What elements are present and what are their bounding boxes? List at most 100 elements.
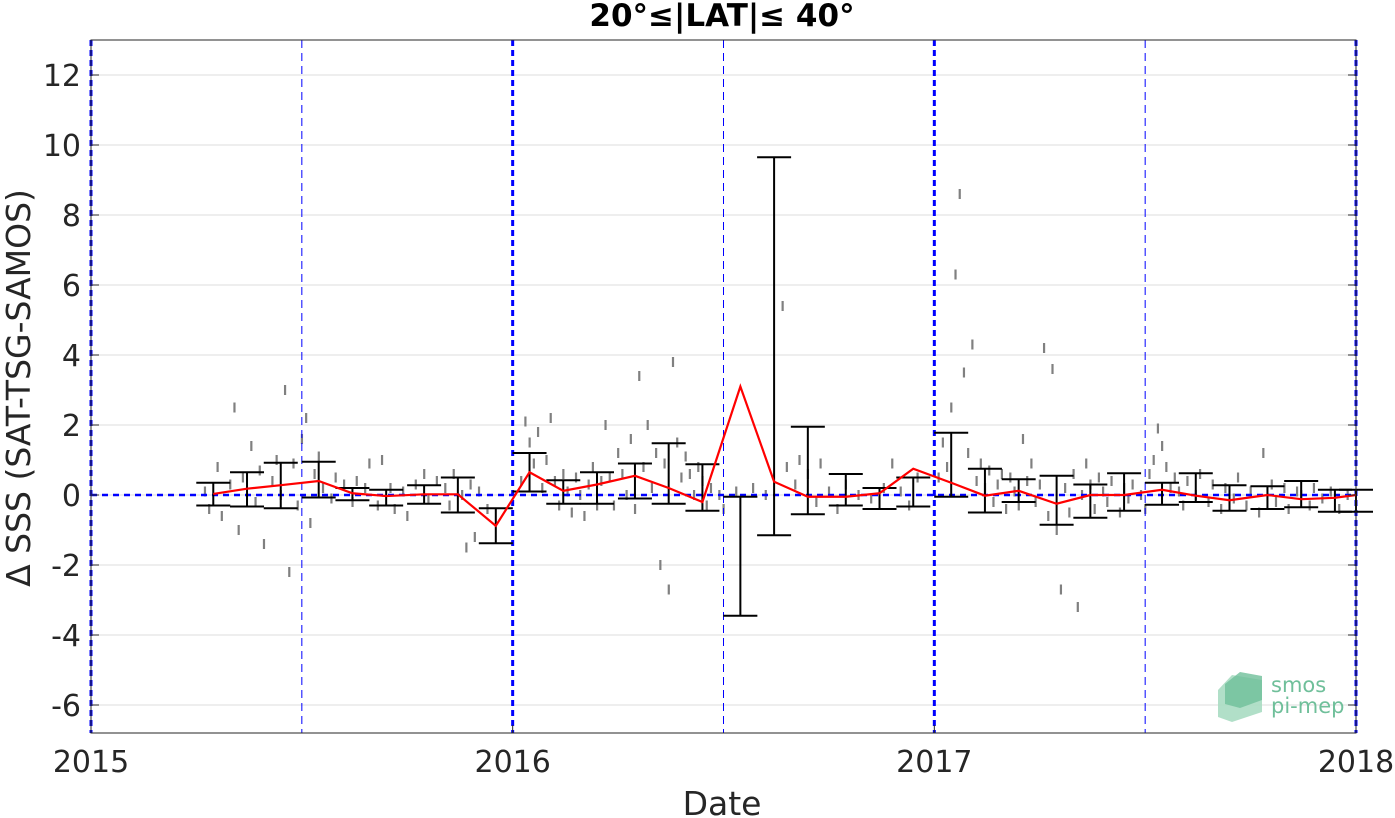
reference-lines	[89, 40, 1358, 733]
scatter-point	[646, 420, 649, 430]
error-bar	[301, 460, 336, 499]
scatter-point	[988, 465, 991, 476]
scatter-point	[562, 469, 565, 479]
mean-line	[213, 383, 1357, 528]
scatter-point	[659, 560, 662, 570]
scatter-point	[237, 525, 240, 535]
scatter-point	[317, 451, 320, 462]
scatter-point	[945, 462, 949, 472]
scatter-point	[1156, 423, 1160, 434]
error-bar	[1039, 474, 1074, 526]
scatter-point	[334, 472, 337, 483]
scatter-point	[1152, 455, 1155, 465]
scatter-point	[465, 542, 468, 553]
scatter-point	[996, 479, 999, 490]
scatter-point	[650, 483, 654, 493]
scatter-point	[663, 458, 666, 469]
y-tick-label: -6	[51, 689, 81, 724]
scatter-point	[368, 458, 371, 469]
scatter-point	[305, 413, 308, 423]
error-bar	[651, 442, 686, 505]
scatter-point	[583, 511, 586, 521]
grid-lines	[91, 74, 1356, 706]
scatter-point	[621, 469, 624, 479]
scatter-point	[638, 371, 641, 381]
scatter-point	[1236, 472, 1240, 483]
error-bar	[1073, 483, 1108, 519]
scatter-point	[1059, 584, 1063, 595]
scatter-point	[1131, 479, 1134, 490]
y-tick-label: 0	[62, 479, 81, 514]
scatter-point	[992, 497, 995, 507]
scatter-point	[587, 479, 590, 490]
scatter-point	[697, 462, 700, 472]
scatter-point	[617, 448, 620, 458]
scatter-point	[524, 416, 527, 427]
scatter-point	[1177, 486, 1181, 497]
scatter-point	[1093, 504, 1096, 514]
error-bar	[617, 462, 652, 500]
scatter-point	[570, 507, 573, 518]
scatter-point	[692, 490, 696, 500]
scatter-point	[427, 493, 430, 504]
scatter-point	[1224, 483, 1227, 493]
scatter-point	[1173, 472, 1176, 483]
scatter-point	[600, 476, 603, 486]
scatter-point	[402, 486, 405, 497]
scatter-point	[1283, 483, 1286, 493]
scatter-point	[815, 497, 818, 507]
scatter-point	[1055, 525, 1058, 535]
scatter-point	[1047, 511, 1050, 521]
scatter-point	[288, 567, 291, 577]
scatter-point	[671, 357, 675, 367]
error-bar	[828, 473, 863, 507]
scatter-point	[1106, 497, 1109, 507]
scatter-point	[423, 469, 426, 479]
scatter-point	[435, 476, 438, 486]
x-axis-label: Date	[683, 784, 762, 818]
scatter-point	[448, 500, 451, 511]
scatter-point	[1161, 441, 1164, 451]
error-bar	[967, 467, 1002, 514]
scatter-point	[655, 448, 658, 458]
scatter-point	[536, 427, 540, 437]
scatter-point	[216, 462, 219, 472]
scatter-point	[258, 465, 261, 476]
scatter-point	[1009, 472, 1012, 483]
error-bar	[723, 495, 758, 617]
scatter-point	[1021, 434, 1025, 444]
scatter-point	[1329, 486, 1332, 497]
scatter-point	[591, 462, 594, 472]
scatter-point	[203, 486, 207, 497]
scatter-point	[684, 451, 687, 462]
scatter-point	[1308, 500, 1311, 511]
scatter-point	[781, 301, 784, 311]
scatter-point	[709, 483, 713, 493]
x-tick-label: 2018	[1318, 745, 1394, 780]
y-axis-label: Δ SSS (SAT-TSG-SAMOS)	[0, 189, 38, 587]
scatter-point	[558, 500, 561, 511]
scatter-point	[979, 458, 982, 469]
scatter-point	[1295, 486, 1299, 497]
scatter-point	[785, 462, 788, 472]
scatter-point	[1165, 462, 1168, 472]
scatter-point	[1245, 500, 1248, 511]
chart-title: 20°≤|LAT|≤ 40°	[589, 0, 854, 34]
scatter-point	[667, 584, 670, 595]
scatter-point	[1076, 602, 1079, 612]
scatter-point	[566, 486, 569, 497]
x-tick-label: 2016	[474, 745, 550, 780]
error-bar	[580, 471, 614, 505]
scatter-point	[389, 483, 392, 493]
error-bar	[1250, 485, 1285, 510]
scatter-point	[941, 437, 944, 448]
logo-text-smos: smos	[1271, 673, 1326, 697]
scatter-point	[891, 458, 894, 469]
scatter-point	[1051, 364, 1054, 374]
scatter-point	[958, 189, 961, 199]
scatter-point	[473, 532, 476, 542]
scatter-point	[1338, 504, 1341, 514]
scatter-point	[1186, 476, 1189, 486]
scatter-point	[608, 472, 611, 483]
scatter-point	[254, 497, 257, 507]
